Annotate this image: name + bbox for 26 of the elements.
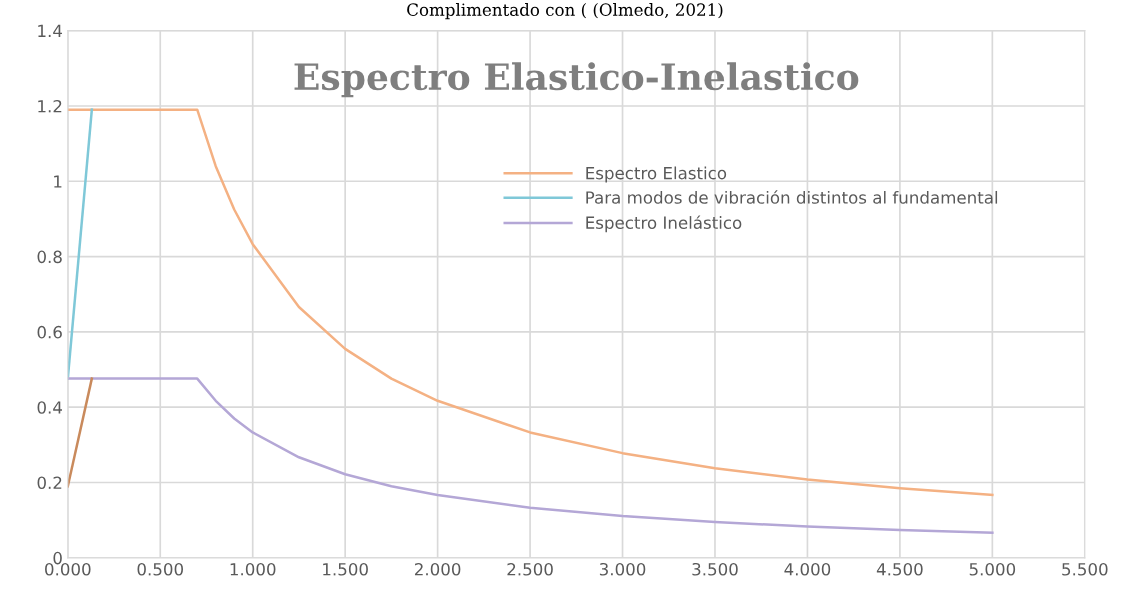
x-tick-label: 1.500 xyxy=(323,562,368,576)
x-tick-label: 4.000 xyxy=(784,562,831,576)
x-tick-label: 3.000 xyxy=(599,562,646,576)
x-tick-label: 2.000 xyxy=(414,562,461,576)
y-tick-label: 0 xyxy=(53,551,62,565)
legend-label: Espectro Elastico xyxy=(586,166,727,183)
y-tick-label: 0.8 xyxy=(37,250,62,264)
line-series xyxy=(67,377,994,534)
x-tick-label: 4.500 xyxy=(876,562,923,576)
y-tick-label: 0.2 xyxy=(37,476,62,490)
y-tick-label: 1 xyxy=(54,175,62,188)
legend-label: Para modos de vibración distintos al fundamental xyxy=(586,190,998,204)
y-tick-label: 0.4 xyxy=(37,401,62,414)
x-tick-label: 2.500 xyxy=(507,562,553,576)
text: Complimentado con ( (Olmedo, 2021) xyxy=(407,3,723,20)
x-tick-label: 0.500 xyxy=(137,562,183,576)
x-tick-label: 5.000 xyxy=(969,562,1016,576)
y-tick-label: 1.4 xyxy=(38,24,62,37)
x-tick-label: 3.500 xyxy=(692,562,738,576)
y-tick-label: 1.2 xyxy=(38,99,62,113)
legend-label: Espectro Inelástico xyxy=(586,215,742,233)
x-tick-label: 1.000 xyxy=(230,562,276,576)
y-tick-label: 0.6 xyxy=(37,325,62,339)
x-tick-label: 5.500 xyxy=(1062,562,1108,576)
x-tick-label: 0.000 xyxy=(45,562,91,576)
text: Espectro Elastico-Inelastico xyxy=(294,62,859,98)
